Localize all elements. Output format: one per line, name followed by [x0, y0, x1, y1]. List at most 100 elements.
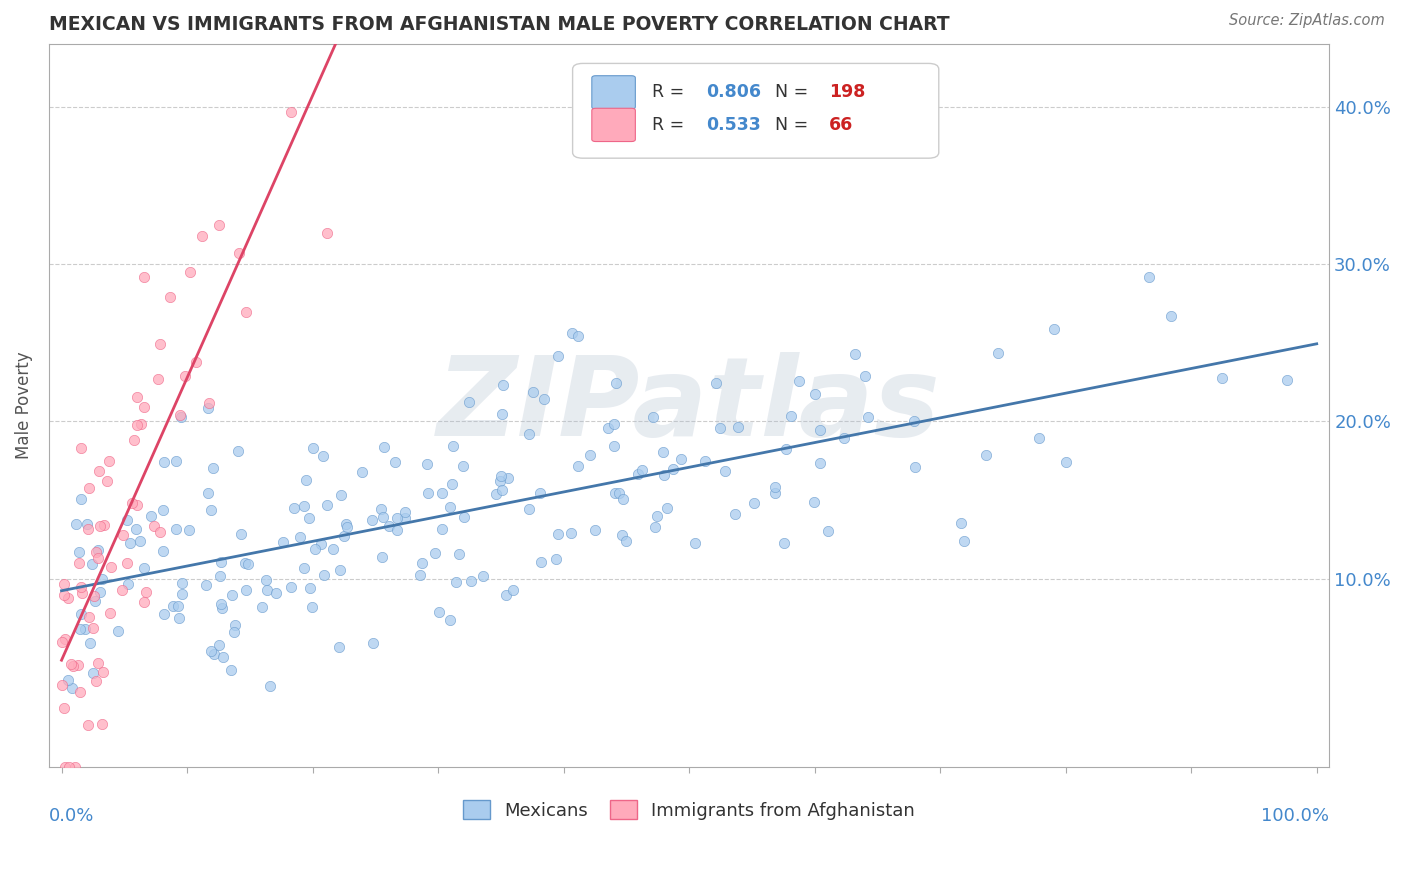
Point [662, 461, 685, 475]
Point [903, 414, 925, 428]
Point [709, 420, 731, 434]
Point [742, 496, 765, 510]
Point [96, 474, 118, 488]
Point [70, 586, 93, 600]
Point [773, 536, 796, 550]
Point [69, 623, 91, 637]
Point [288, 530, 311, 544]
Point [312, 449, 335, 463]
Point [177, 523, 200, 537]
Point [174, 368, 197, 383]
Point [132, 560, 155, 574]
Point [519, 501, 541, 516]
Point [430, 522, 453, 536]
Point [271, 535, 294, 549]
Point [142, 518, 165, 533]
Point [1043, 322, 1066, 336]
Point [53, 588, 76, 602]
Point [609, 485, 631, 500]
Point [904, 459, 927, 474]
Point [294, 474, 316, 488]
Point [209, 556, 232, 570]
Point [79, 636, 101, 650]
Point [129, 417, 152, 431]
Point [987, 346, 1010, 360]
Point [76, 516, 98, 531]
Text: R =: R = [652, 83, 690, 102]
Point [425, 546, 447, 560]
Point [727, 420, 749, 434]
Point [560, 526, 582, 541]
Point [111, 528, 134, 542]
Point [315, 499, 337, 513]
Point [373, 440, 395, 454]
Point [66, 658, 89, 673]
Point [83, 594, 105, 608]
Point [84, 545, 107, 559]
Point [302, 441, 325, 455]
Point [567, 459, 589, 474]
Point [724, 507, 747, 521]
Text: 100.0%: 100.0% [1261, 807, 1329, 825]
Point [714, 464, 737, 478]
Point [124, 433, 146, 447]
Point [952, 533, 974, 548]
Point [529, 485, 551, 500]
Point [631, 463, 654, 477]
Point [194, 578, 217, 592]
Point [292, 499, 315, 513]
Point [200, 503, 222, 517]
Point [1137, 270, 1160, 285]
Point [328, 640, 350, 654]
Point [121, 496, 143, 510]
Point [517, 427, 540, 442]
Point [1275, 373, 1298, 387]
Text: ZIPatlas: ZIPatlas [437, 352, 941, 459]
Point [579, 448, 602, 462]
Point [235, 305, 257, 319]
Point [373, 510, 395, 524]
Point [170, 587, 193, 601]
Point [91, 665, 114, 679]
Point [60, 681, 83, 695]
Point [62, 659, 84, 673]
Point [51, 635, 73, 649]
Point [669, 451, 692, 466]
Point [63, 760, 86, 774]
Point [208, 638, 231, 652]
Point [87, 550, 110, 565]
Point [378, 518, 401, 533]
Point [197, 486, 219, 500]
Point [153, 607, 176, 622]
Point [132, 269, 155, 284]
Point [209, 569, 232, 583]
Point [169, 410, 191, 425]
Point [256, 582, 278, 597]
Point [498, 471, 520, 485]
Point [67, 545, 90, 559]
Point [775, 442, 797, 456]
Point [803, 495, 825, 509]
Point [808, 456, 831, 470]
Point [98, 607, 121, 621]
Text: Source: ZipAtlas.com: Source: ZipAtlas.com [1229, 13, 1385, 29]
Point [125, 522, 148, 536]
Point [84, 673, 107, 688]
Point [202, 647, 225, 661]
Point [91, 716, 114, 731]
FancyBboxPatch shape [592, 76, 636, 109]
Point [596, 421, 619, 435]
Point [294, 561, 316, 575]
Point [460, 574, 482, 588]
Point [93, 518, 115, 533]
Point [162, 599, 184, 614]
Point [87, 543, 110, 558]
Point [533, 392, 555, 406]
Point [610, 527, 633, 541]
Point [89, 519, 111, 533]
Point [228, 246, 250, 260]
Point [439, 500, 461, 515]
Point [76, 522, 98, 536]
Point [166, 454, 188, 468]
Point [1211, 371, 1233, 385]
